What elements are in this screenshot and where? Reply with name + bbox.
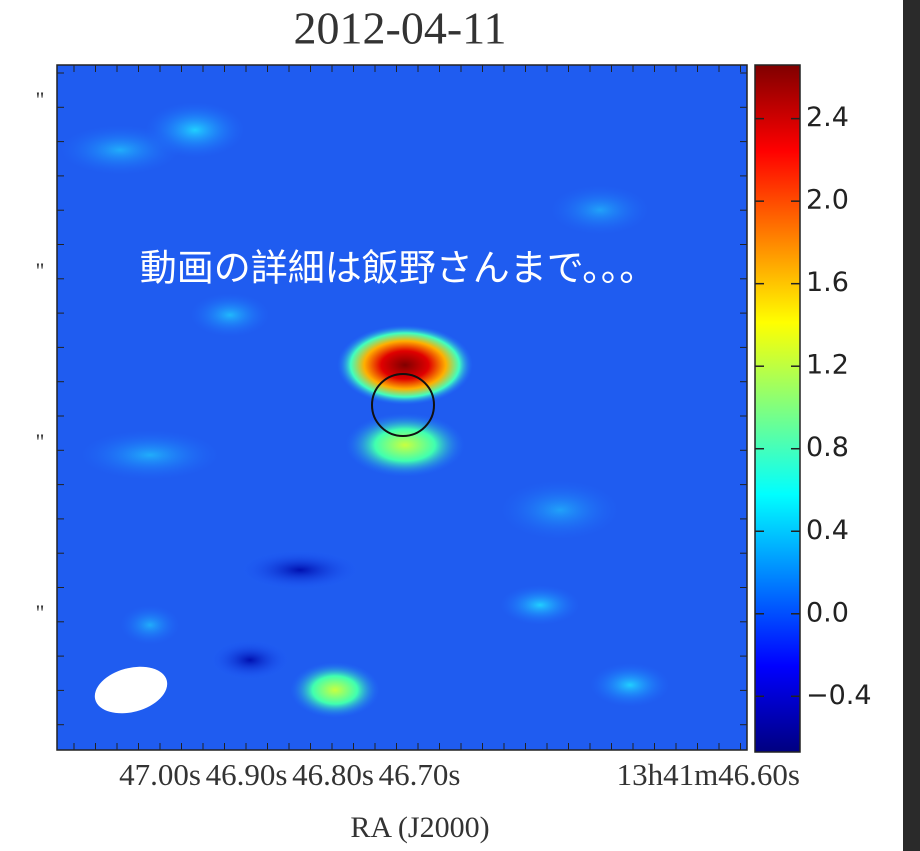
x-tick-label: 46.70s xyxy=(379,757,461,792)
x-tick-label: 46.80s xyxy=(292,757,374,792)
x-tick-label: 13h41m46.60s xyxy=(617,757,800,792)
screenshot: 2012-04-11 動画の詳細は飯野さんまで。。。 RA (J2000) 47… xyxy=(0,0,920,851)
blob xyxy=(290,662,380,718)
blob xyxy=(240,550,360,590)
x-tick-label: 47.00s xyxy=(119,757,201,792)
x-axis-label: RA (J2000) xyxy=(350,811,489,844)
blob xyxy=(190,293,270,337)
y-tick-label: " xyxy=(36,258,45,283)
page: 2012-04-11 動画の詳細は飯野さんまで。。。 RA (J2000) 47… xyxy=(0,0,920,851)
blob xyxy=(345,413,465,477)
x-tick-label: 46.90s xyxy=(206,757,288,792)
colorbar-tick-label: 2.4 xyxy=(806,102,849,133)
blob xyxy=(550,185,650,235)
blob xyxy=(210,640,290,680)
colorbar xyxy=(755,65,800,752)
colorbar-tick-label: 0.4 xyxy=(806,515,849,546)
title: 2012-04-11 xyxy=(294,3,507,54)
colorbar-tick-label: 0.0 xyxy=(806,597,849,628)
colorbar-tick-label: −0.4 xyxy=(806,680,872,711)
y-tick-label: " xyxy=(36,429,45,454)
blob xyxy=(80,430,220,480)
y-tick-label: " xyxy=(36,87,45,112)
blob xyxy=(500,585,580,625)
blob xyxy=(120,605,180,645)
colorbar-tick-label: 2.0 xyxy=(806,185,849,216)
blob xyxy=(60,125,180,175)
side-strip xyxy=(903,0,920,851)
y-tick-label: " xyxy=(36,600,45,625)
blob xyxy=(590,663,670,707)
colorbar-tick-label: 0.8 xyxy=(806,432,849,463)
blob xyxy=(500,480,620,540)
annotation: 動画の詳細は飯野さんまで。。。 xyxy=(140,247,657,290)
blob xyxy=(337,325,473,405)
colorbar-tick-label: 1.2 xyxy=(806,350,849,381)
colorbar-tick-label: 1.6 xyxy=(806,267,849,298)
image xyxy=(57,65,747,750)
